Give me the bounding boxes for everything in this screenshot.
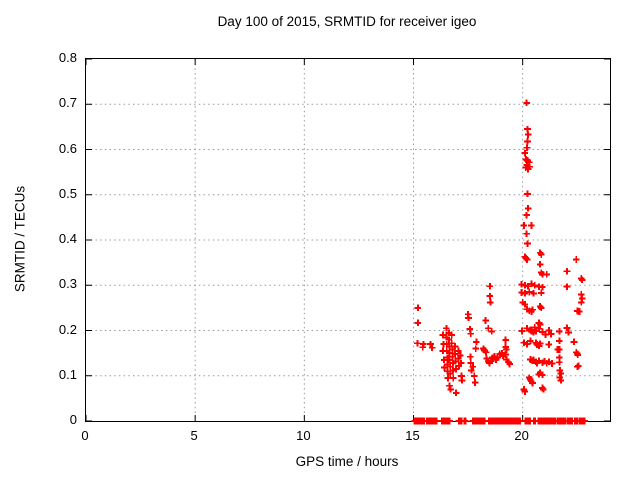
y-tick-label: 0.3 [58, 276, 77, 292]
y-tick-label: 0.7 [58, 95, 77, 111]
x-tick-label: 0 [81, 428, 89, 443]
x-axis-label: GPS time / hours [295, 454, 399, 469]
y-tick-label: 0.4 [58, 231, 77, 246]
x-tick-label: 5 [190, 428, 198, 443]
y-tick-label: 0.1 [58, 366, 77, 382]
x-tick-label: 15 [405, 428, 420, 443]
scatter-points-canvas [85, 58, 610, 425]
x-tick-label: 10 [296, 428, 311, 443]
y-tick-label: 0.8 [58, 50, 77, 65]
plot-area [85, 58, 611, 425]
y-tick-label: 0 [69, 412, 77, 427]
y-tick-label: 0.6 [58, 140, 77, 156]
data-point-markers [411, 99, 588, 425]
y-tick-label: 0.5 [58, 185, 77, 201]
y-axis-label: SRMTID / TECUs [12, 185, 28, 293]
x-tick-label: 20 [514, 428, 529, 443]
y-tick-label: 0.2 [58, 321, 77, 337]
chart-title: Day 100 of 2015, SRMTID for receiver ige… [217, 14, 477, 29]
